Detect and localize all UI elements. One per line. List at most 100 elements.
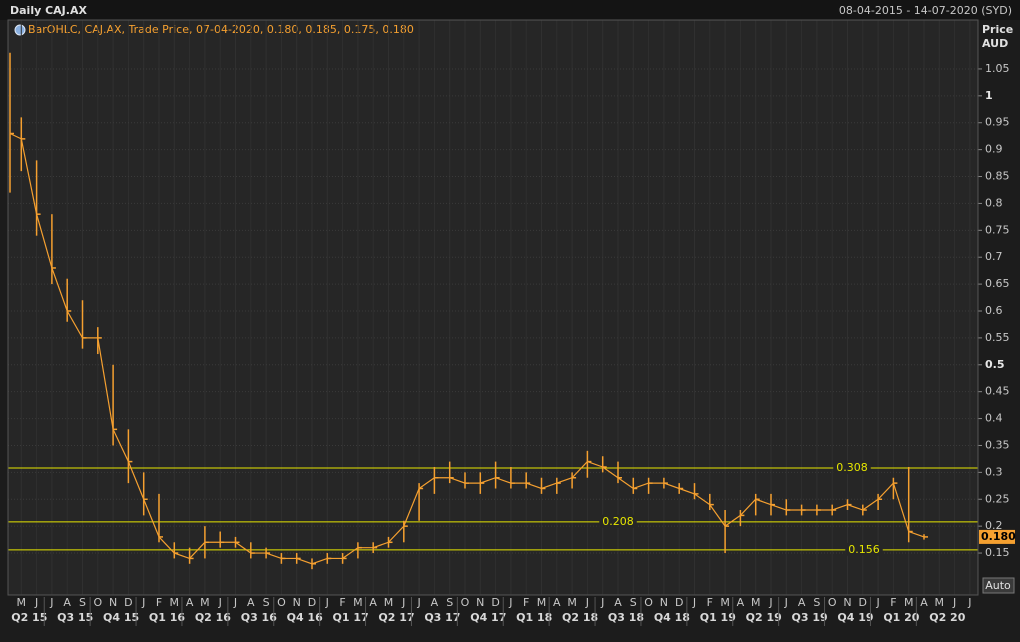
y-tick-label: 0.3 [985, 465, 1003, 478]
legend: BarOHLC, CAJ.AX, Trade Price, 07-04-2020… [28, 23, 414, 36]
y-axis-label: Price [982, 23, 1013, 36]
quarter-label: Q3 17 [424, 611, 460, 624]
x-tick-label: M [935, 596, 945, 609]
auto-button[interactable]: Auto [982, 577, 1015, 594]
x-tick-label: N [476, 596, 484, 609]
x-tick-label: A [369, 596, 377, 609]
quarter-label: Q3 15 [57, 611, 93, 624]
quarter-label: Q4 15 [103, 611, 139, 624]
y-axis-unit: AUD [982, 37, 1008, 50]
plot-frame [7, 19, 979, 596]
last-price-box [979, 529, 1015, 544]
y-tick-label: 0.8 [985, 196, 1003, 209]
legend-icon [14, 24, 26, 36]
y-tick-label: 1 [985, 89, 993, 102]
y-tick-label: 0.45 [985, 385, 1010, 398]
x-tick-label: J [49, 596, 53, 609]
x-tick-label: M [384, 596, 394, 609]
y-tick-label: 0.55 [985, 331, 1010, 344]
x-tick-label: A [431, 596, 439, 609]
x-tick-label: J [416, 596, 420, 609]
x-tick-label: N [109, 596, 117, 609]
quarter-label: Q4 16 [287, 611, 323, 624]
x-tick-label: M [720, 596, 730, 609]
y-tick-label: 0.85 [985, 170, 1010, 183]
x-tick-label: O [828, 596, 837, 609]
y-tick-label: 0.5 [985, 358, 1005, 371]
x-tick-label: N [293, 596, 301, 609]
x-tick-label: S [263, 596, 270, 609]
x-tick-label: J [34, 596, 38, 609]
x-tick-label: J [401, 596, 405, 609]
x-tick-label: M [537, 596, 547, 609]
x-tick-label: M [751, 596, 761, 609]
x-tick-label: D [308, 596, 316, 609]
quarter-label: Q2 15 [11, 611, 47, 624]
level-label: 0.308 [836, 461, 868, 474]
chart-title: Daily CAJ.AX [10, 4, 87, 17]
auto-button-label[interactable]: Auto [985, 579, 1011, 592]
quarter-label: Q2 18 [562, 611, 598, 624]
x-tick-label: M [904, 596, 914, 609]
x-tick-label: A [186, 596, 194, 609]
x-tick-label: F [890, 596, 896, 609]
x-tick-label: F [707, 596, 713, 609]
quarter-label: Q2 19 [746, 611, 782, 624]
x-tick-label: M [567, 596, 577, 609]
y-tick-label: 0.95 [985, 116, 1010, 129]
x-tick-label: J [508, 596, 512, 609]
y-tick-label: 0.7 [985, 250, 1003, 263]
x-tick-label: S [446, 596, 453, 609]
x-tick-label: A [920, 596, 928, 609]
x-tick-label: N [660, 596, 668, 609]
y-tick-label: 1.05 [985, 62, 1010, 75]
level-label: 0.156 [848, 543, 880, 556]
level-label-bg [833, 461, 871, 475]
x-tick-label: M [200, 596, 210, 609]
x-tick-label: A [553, 596, 561, 609]
x-tick-label: F [339, 596, 345, 609]
quarter-label: Q4 17 [470, 611, 506, 624]
x-tick-label: M [170, 596, 180, 609]
x-tick-label: S [79, 596, 86, 609]
y-tick-label: 0.9 [985, 143, 1003, 156]
x-tick-label: A [798, 596, 806, 609]
y-tick-label: 0.4 [985, 412, 1003, 425]
x-tick-label: J [875, 596, 879, 609]
header-bar [0, 0, 1020, 20]
y-tick-label: 0.2 [985, 519, 1003, 532]
close-line [9, 132, 925, 565]
x-tick-label: A [247, 596, 255, 609]
x-tick-label: J [768, 596, 772, 609]
last-price-label: 0.180 [981, 530, 1016, 543]
quarter-label: Q1 19 [700, 611, 736, 624]
date-range: 08-04-2015 - 14-07-2020 (SYD) [839, 4, 1012, 17]
quarter-label: Q2 16 [195, 611, 231, 624]
x-tick-label: J [325, 596, 329, 609]
plot: 0.308 0.208 0.156 [8, 20, 978, 595]
x-tick-label: N [843, 596, 851, 609]
quarter-label: Q4 18 [654, 611, 690, 624]
x-tick-label: J [952, 596, 956, 609]
quarter-label: Q1 20 [883, 611, 919, 624]
plot-area [8, 20, 978, 595]
y-tick-label: 0.6 [985, 304, 1003, 317]
quarter-label: Q2 17 [378, 611, 414, 624]
auto-button-box[interactable] [982, 577, 1015, 594]
y-tick-label: 0.65 [985, 277, 1010, 290]
x-tick-label: J [784, 596, 788, 609]
level-label-bg [845, 542, 883, 556]
x-tick-label: D [859, 596, 867, 609]
x-tick-label: M [17, 596, 27, 609]
level-label: 0.208 [602, 515, 634, 528]
x-tick-label: S [630, 596, 637, 609]
x-tick-label: D [491, 596, 499, 609]
x-tick-label: J [600, 596, 604, 609]
quarter-label: Q3 18 [608, 611, 644, 624]
quarter-label: Q3 19 [792, 611, 828, 624]
quarter-label: Q1 18 [516, 611, 552, 624]
x-tick-label: F [156, 596, 162, 609]
y-tick-label: 0.75 [985, 223, 1010, 236]
